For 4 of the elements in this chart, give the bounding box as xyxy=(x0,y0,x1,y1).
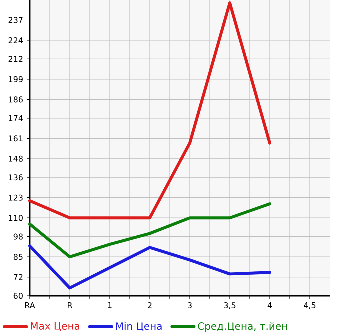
legend-label: Сред.Цена, т.йен xyxy=(198,322,288,332)
line-series xyxy=(28,202,272,259)
legend-label: Min Цена xyxy=(116,322,162,332)
legend-label: Max Цена xyxy=(31,322,80,332)
